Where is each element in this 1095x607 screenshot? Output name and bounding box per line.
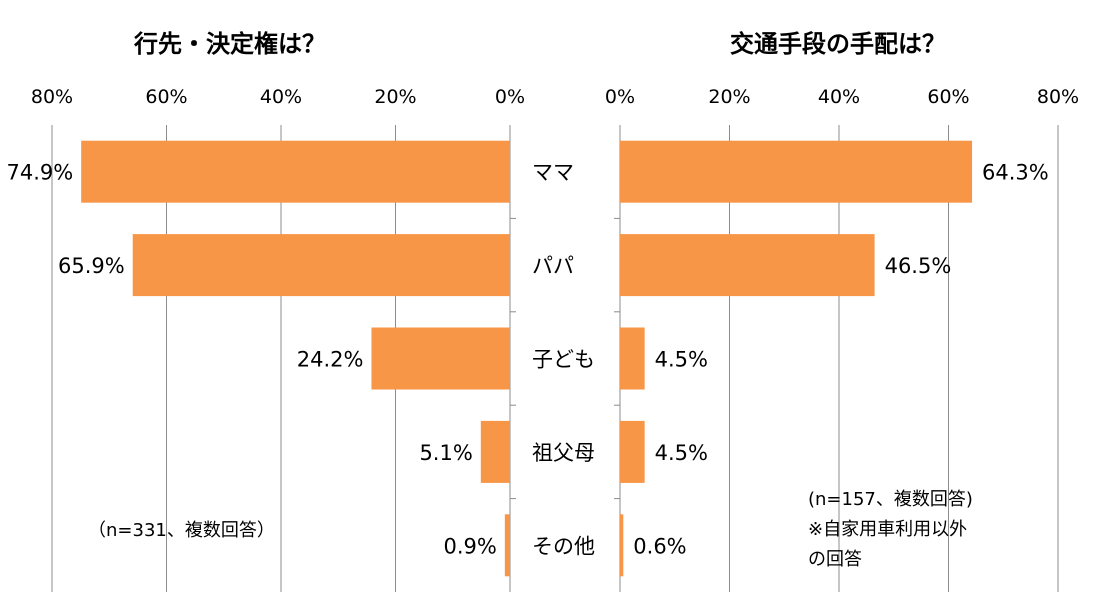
left-bar [132, 234, 510, 297]
left-chart-title: 行先・決定権は？ [133, 30, 326, 58]
category-label: パパ [532, 254, 574, 278]
left-bar [371, 327, 510, 390]
left-tick-label: 60% [145, 86, 187, 108]
right-tick-label: 80% [1037, 86, 1079, 108]
left-tick-label: 20% [374, 86, 416, 108]
left-value-label: 5.1% [419, 441, 472, 465]
right-value-label: 46.5% [885, 254, 952, 278]
left-bar [504, 514, 510, 577]
left-bar [480, 420, 510, 483]
right-tick-label: 20% [708, 86, 750, 108]
left-value-label: 74.9% [6, 161, 73, 185]
right-bar [620, 140, 973, 203]
left-value-label: 0.9% [443, 534, 496, 558]
right-bar [620, 327, 645, 390]
right-bar [620, 234, 875, 297]
category-label: ママ [532, 161, 574, 185]
right-sample-note-line-3: の回答 [808, 549, 862, 570]
right-bar [620, 420, 645, 483]
left-sample-note: （n=331、複数回答） [88, 520, 275, 541]
right-value-label: 4.5% [655, 441, 708, 465]
right-sample-note-line-1: (n=157、複数回答) [808, 489, 973, 510]
right-value-label: 0.6% [633, 534, 686, 558]
right-chart-title: 交通手段の手配は？ [730, 30, 946, 58]
right-value-label: 64.3% [982, 161, 1049, 185]
right-tick-label: 0% [605, 86, 635, 108]
left-value-label: 65.9% [58, 254, 125, 278]
right-sample-note-line-2: ※自家用車利用以外 [808, 519, 967, 540]
category-label: その他 [532, 534, 595, 558]
right-bar [620, 514, 624, 577]
category-label: 祖父母 [532, 441, 595, 465]
right-tick-label: 40% [818, 86, 860, 108]
left-tick-label: 0% [495, 86, 525, 108]
left-bar [81, 140, 510, 203]
left-tick-label: 80% [31, 86, 73, 108]
right-tick-label: 60% [927, 86, 969, 108]
category-label: 子ども [532, 348, 595, 372]
left-tick-label: 40% [260, 86, 302, 108]
right-value-label: 4.5% [655, 348, 708, 372]
left-value-label: 24.2% [297, 348, 364, 372]
